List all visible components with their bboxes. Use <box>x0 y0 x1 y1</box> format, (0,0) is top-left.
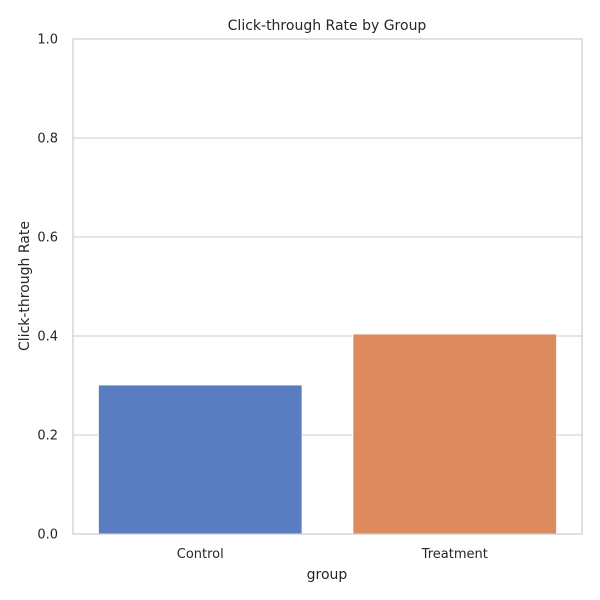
x-tick-label: Treatment <box>421 547 488 562</box>
y-tick-label: 0.2 <box>37 429 58 444</box>
x-axis-label: group <box>307 567 348 583</box>
y-tick-label: 0.0 <box>37 528 58 543</box>
y-tick-label: 0.8 <box>37 132 58 147</box>
bars <box>98 333 557 535</box>
y-tick-label: 1.0 <box>37 33 58 48</box>
y-tick-label: 0.4 <box>37 330 58 345</box>
chart-title: Click-through Rate by Group <box>228 18 427 34</box>
bar-treatment <box>352 333 557 535</box>
bar-control <box>98 384 303 535</box>
y-axis-label: Click-through Rate <box>17 221 33 351</box>
y-axis-ticks: 0.0 0.2 0.4 0.6 0.8 1.0 <box>37 33 58 543</box>
x-tick-label: Control <box>177 547 224 562</box>
plot-frame <box>72 38 583 535</box>
y-tick-label: 0.6 <box>37 231 58 246</box>
x-axis-ticks: Control Treatment <box>177 547 488 562</box>
